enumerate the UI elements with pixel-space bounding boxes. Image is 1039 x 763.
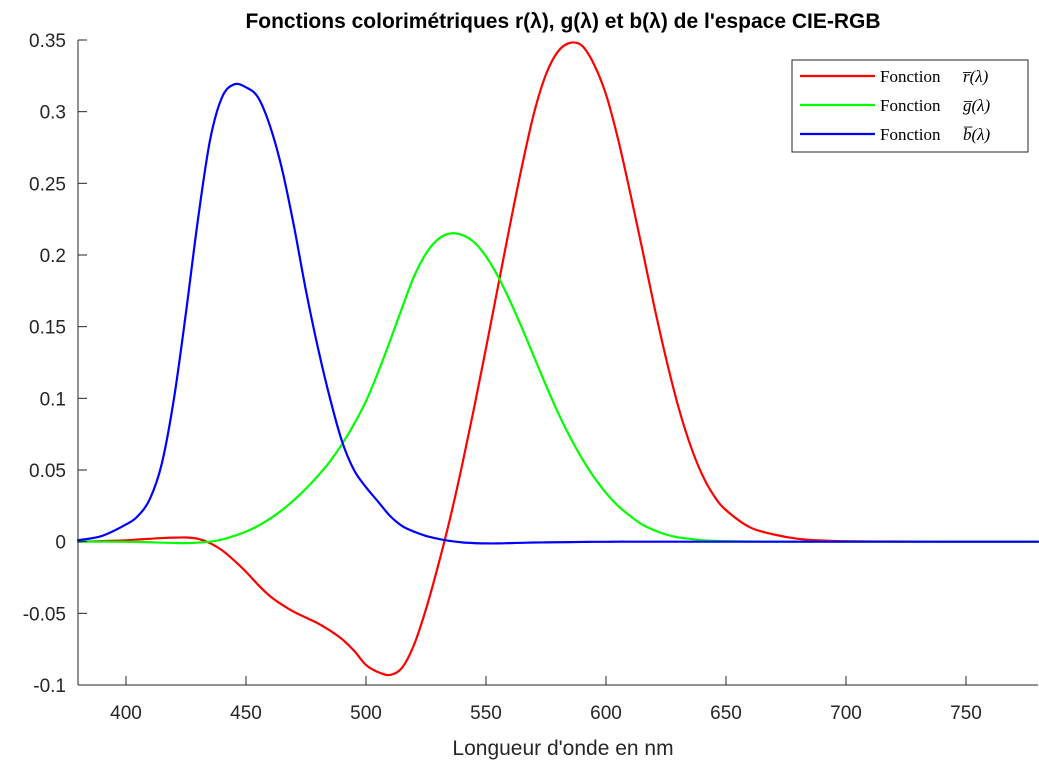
y-tick-label-3: 0.05 (29, 461, 66, 482)
legend-label-0: Fonction (880, 67, 941, 86)
y-tick-label-9: 0.35 (29, 31, 66, 52)
legend: Fonction r̅(λ) Fonction g̅(λ) Fonction b̅(λ) (791, 59, 1029, 153)
x-axis-label: Longueur d'onde en nm (452, 737, 673, 760)
series-line-0 (76, 41, 1039, 677)
y-tick-label-5: 0.15 (29, 318, 66, 339)
legend-math-2: b̅(λ) (963, 125, 991, 144)
y-tick-label-2: 0 (55, 533, 66, 554)
x-tick-label-4: 600 (590, 703, 622, 724)
x-ticks-group: 400 450 500 550 600 650 700 750 (110, 676, 982, 724)
x-tick-label-1: 450 (230, 703, 262, 724)
y-tick-label-1: -0.05 (23, 604, 66, 625)
legend-math-1: g̅(λ) (963, 96, 991, 115)
axes-group (77, 40, 1038, 686)
y-tick-label-4: 0.1 (40, 389, 66, 410)
y-tick-label-7: 0.25 (29, 174, 66, 195)
legend-label-2: Fonction (880, 125, 941, 144)
legend-math-0: r̅(λ) (962, 67, 988, 86)
x-tick-label-0: 400 (110, 703, 142, 724)
series-line-2 (76, 82, 1039, 545)
chart-title: Fonctions colorimétriques r(λ), g(λ) et … (245, 10, 880, 33)
x-tick-label-6: 700 (830, 703, 862, 724)
x-tick-label-3: 550 (470, 703, 502, 724)
y-tick-label-6: 0.2 (40, 246, 66, 267)
x-tick-label-2: 500 (350, 703, 382, 724)
y-ticks-group: -0.1 -0.05 0 0.05 0.1 0.15 0.2 0.25 0.3 0.35 (23, 31, 87, 697)
x-tick-label-7: 750 (950, 703, 982, 724)
x-tick-label-5: 650 (710, 703, 742, 724)
curves-group (76, 41, 1039, 677)
y-tick-label-0: -0.1 (33, 676, 66, 697)
legend-label-1: Fonction (880, 96, 941, 115)
y-tick-label-8: 0.3 (40, 103, 66, 124)
